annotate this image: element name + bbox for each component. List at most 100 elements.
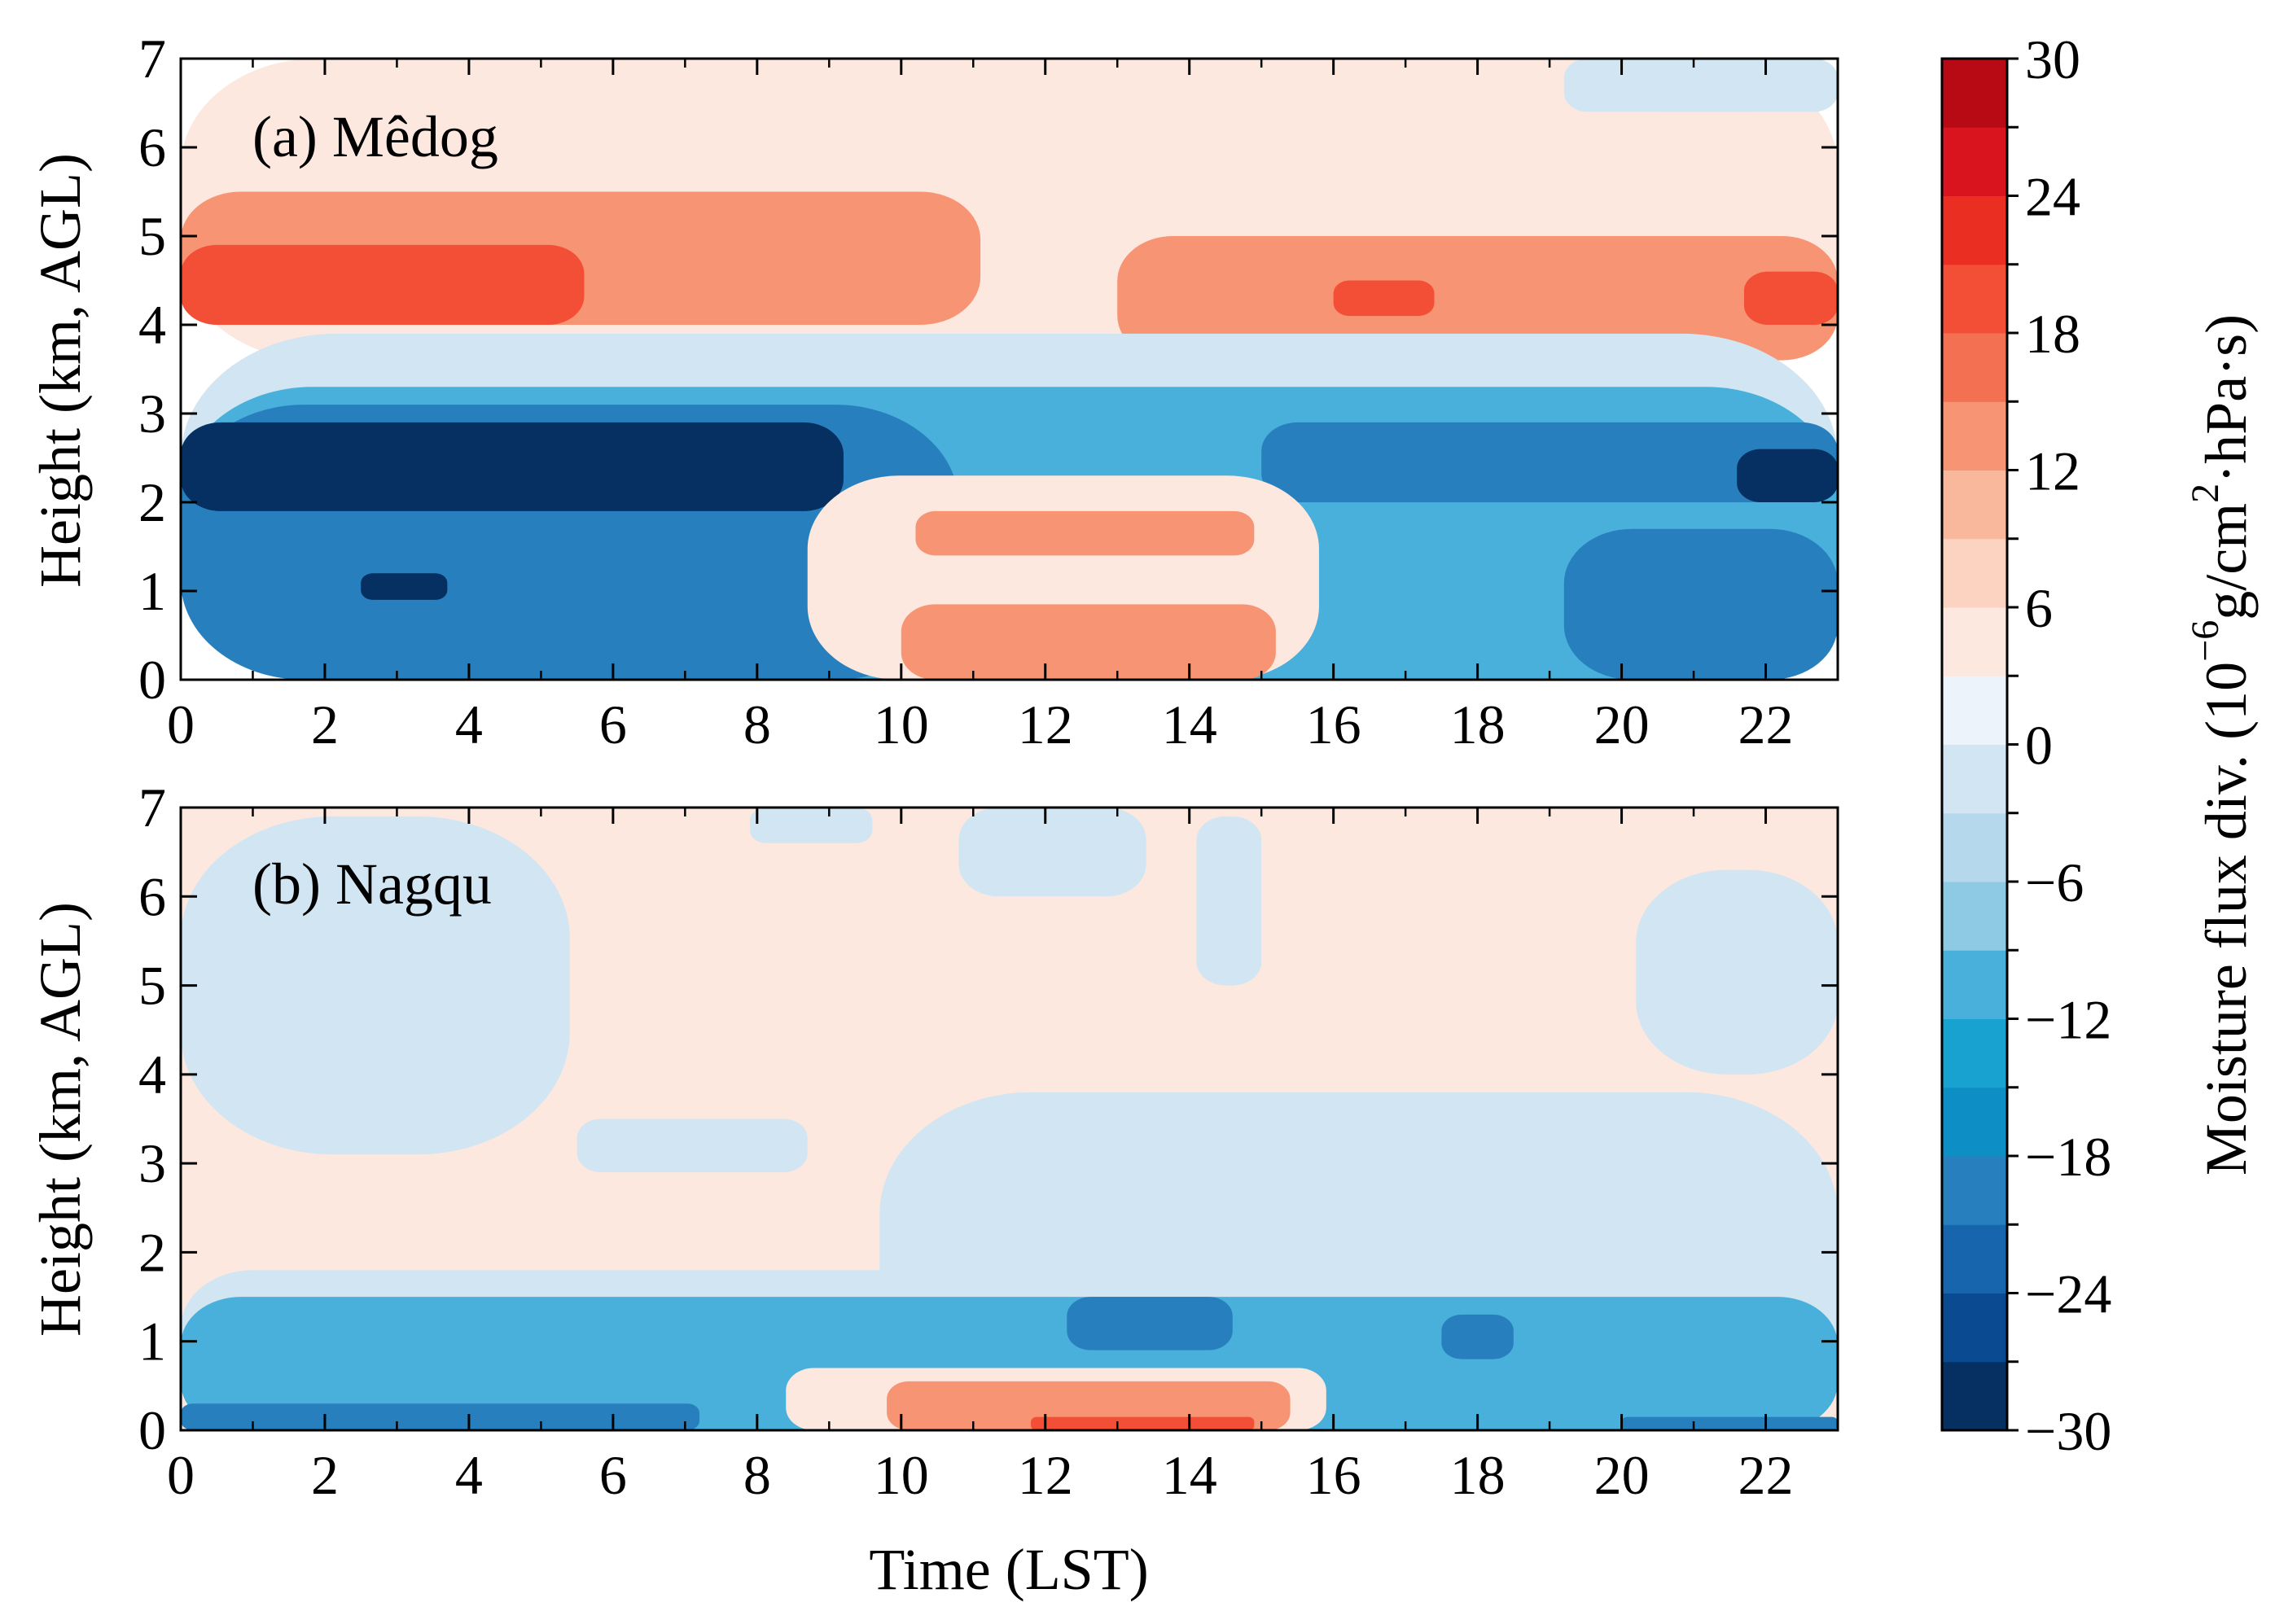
contour-region-max-core-right-2	[1743, 271, 1838, 325]
y-tick-label: 4	[138, 294, 166, 356]
colorbar-label-mid: g/cm	[2194, 503, 2259, 620]
colorbar-cells	[1942, 59, 2007, 1431]
colorbar-tick-label: 12	[2025, 440, 2080, 502]
panel-b-contour-fills	[181, 808, 1838, 1430]
colorbar-tick-label: −12	[2025, 989, 2111, 1051]
y-tick-label: 0	[138, 649, 166, 711]
colorbar-label-exp1: −6	[2184, 620, 2227, 662]
colorbar-cell	[1942, 333, 2007, 402]
x-tick-label: 8	[743, 1444, 771, 1506]
panel-b-frame	[179, 806, 1839, 1432]
contour-region-strong-negative-right	[1261, 422, 1838, 502]
contour-region-midday-positive-core-upper	[915, 510, 1255, 556]
x-tick-label: 6	[599, 694, 627, 755]
x-tick-label: 18	[1450, 694, 1506, 755]
colorbar-cell	[1942, 812, 2007, 882]
contour-region-extreme-negative-right	[1737, 449, 1838, 502]
y-tick-label: 1	[138, 560, 166, 622]
y-tick-label: 3	[138, 1132, 166, 1194]
x-tick-label: 22	[1738, 694, 1794, 755]
x-tick-label: 12	[1018, 1444, 1073, 1506]
colorbar-cell	[1942, 1018, 2007, 1088]
y-tick-label: 1	[138, 1311, 166, 1372]
x-tick-label: 2	[311, 694, 339, 755]
x-tick-label: 10	[874, 694, 929, 755]
x-tick-label: 14	[1162, 694, 1217, 755]
y-tick-label: 5	[138, 955, 166, 1017]
x-tick-label: 10	[874, 1444, 929, 1506]
x-tick-label: 8	[743, 694, 771, 755]
colorbar-cell	[1942, 1087, 2007, 1157]
colorbar-tick-label: 24	[2025, 166, 2080, 228]
panel-a-ylabel: Height (km, AGL)	[28, 153, 93, 588]
y-tick-label: 3	[138, 383, 166, 444]
colorbar-tick-label: −18	[2025, 1126, 2111, 1188]
colorbar: 30 24 18 12 6 0 −6 −12 −18 −24 −30 Moisture flux d…	[1940, 28, 2259, 1462]
contour-region-upper-right-negative	[1563, 59, 1838, 112]
panel-b-title: (b) Nagqu	[252, 851, 492, 917]
colorbar-tick-label: 18	[2025, 303, 2080, 365]
contour-region-top-negative-3	[1196, 816, 1262, 986]
panel-b-ylabel: Height (km, AGL)	[28, 902, 93, 1337]
x-tick-label: 22	[1738, 1444, 1794, 1506]
colorbar-cell	[1942, 1361, 2007, 1431]
x-tick-label: 4	[455, 1444, 483, 1506]
x-tick-label: 16	[1306, 1444, 1361, 1506]
panel-a-title: (a) Mêdog	[252, 104, 498, 169]
colorbar-ticks: 30 24 18 12 6 0 −6 −12 −18 −24 −30	[2007, 28, 2111, 1462]
x-tick-label: 2	[311, 1444, 339, 1506]
x-tick-label: 4	[455, 694, 483, 755]
colorbar-cell	[1942, 744, 2007, 814]
panel-a-contour-fills	[181, 59, 1838, 680]
colorbar-label-end: ·hPa·s)	[2194, 314, 2259, 484]
colorbar-tick-label: 30	[2025, 28, 2080, 90]
colorbar-cell	[1942, 127, 2007, 196]
contour-region-positive-band-right	[1117, 236, 1838, 361]
colorbar-tick-label: 6	[2025, 577, 2053, 639]
contour-region-max-core-right-1	[1333, 280, 1435, 317]
y-tick-label: 4	[138, 1044, 166, 1105]
contour-region-right-negative	[1636, 869, 1838, 1075]
contour-region-surface-strong-negative	[181, 1403, 700, 1430]
colorbar-cell	[1942, 264, 2007, 334]
y-tick-label: 5	[138, 205, 166, 267]
contour-region-surface-negative-right	[1621, 1416, 1838, 1430]
colorbar-tick-label: −30	[2025, 1400, 2111, 1462]
y-tick-label: 0	[138, 1399, 166, 1461]
x-tick-label: 18	[1450, 1444, 1506, 1506]
contour-region-strong-negative-core-2	[1441, 1314, 1514, 1359]
colorbar-cell	[1942, 59, 2007, 128]
contour-region-extreme-negative-core	[181, 422, 844, 511]
colorbar-tick-label: 0	[2025, 715, 2053, 777]
colorbar-cell	[1942, 538, 2007, 608]
contour-region-extreme-negative-small	[361, 573, 448, 600]
colorbar-cell	[1942, 1224, 2007, 1294]
y-tick-label: 6	[138, 116, 166, 178]
contour-region-strong-negative-core-1	[1067, 1297, 1233, 1350]
x-tick-label: 16	[1306, 694, 1361, 755]
colorbar-cell	[1942, 1156, 2007, 1225]
colorbar-tick-label: −24	[2025, 1263, 2111, 1325]
colorbar-label: Moisture flux div. (10−6g/cm2·hPa·s)	[2184, 314, 2259, 1175]
contour-region-low-moderate-negative	[181, 1297, 1838, 1430]
x-tick-label: 6	[599, 1444, 627, 1506]
x-tick-label: 20	[1594, 1444, 1650, 1506]
contour-region-midday-max-core	[1031, 1416, 1255, 1430]
colorbar-label-exp2: 2	[2184, 484, 2227, 503]
colorbar-cell	[1942, 676, 2007, 745]
colorbar-tick-label: −6	[2025, 851, 2084, 913]
colorbar-cell	[1942, 470, 2007, 540]
y-tick-label: 2	[138, 471, 166, 533]
contour-region-top-negative-1	[749, 808, 873, 843]
colorbar-cell	[1942, 1293, 2007, 1363]
colorbar-label-main: Moisture flux div. (10	[2194, 662, 2259, 1175]
y-tick-label: 7	[138, 28, 166, 90]
colorbar-cell	[1942, 607, 2007, 676]
colorbar-cell	[1942, 195, 2007, 265]
contour-region-top-negative-2	[958, 808, 1146, 897]
x-tick-label: 0	[167, 1444, 195, 1506]
